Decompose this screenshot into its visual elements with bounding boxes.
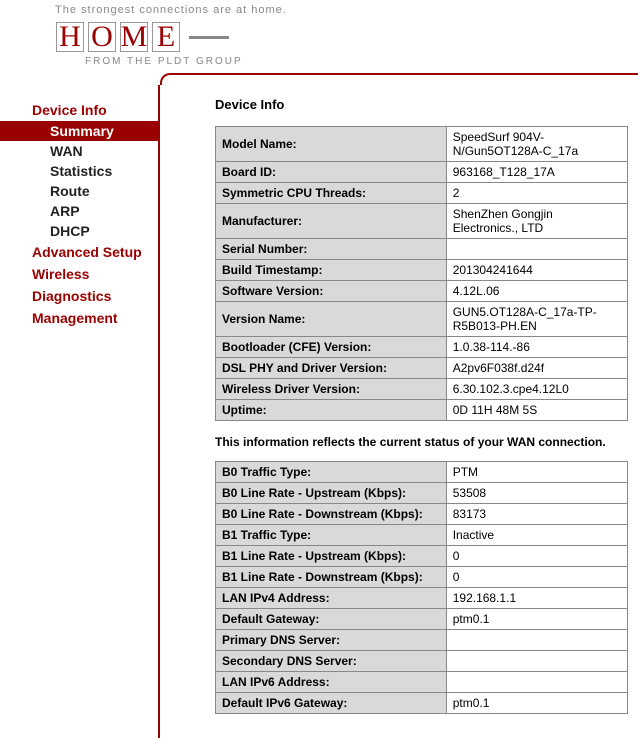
row-value: ptm0.1 (446, 693, 627, 714)
table-row: Build Timestamp:201304241644 (216, 260, 628, 281)
table-row: Bootloader (CFE) Version:1.0.38-114.-86 (216, 337, 628, 358)
nav-item[interactable]: Statistics (0, 161, 158, 181)
nav-section[interactable]: Device Info (0, 99, 158, 121)
row-value: 1.0.38-114.-86 (446, 337, 627, 358)
row-label: Version Name: (216, 302, 447, 337)
table-row: B0 Line Rate - Downstream (Kbps):83173 (216, 504, 628, 525)
row-value: 192.168.1.1 (446, 588, 627, 609)
row-value (446, 630, 627, 651)
row-value: 0 (446, 546, 627, 567)
row-value: 201304241644 (446, 260, 627, 281)
row-value: PTM (446, 462, 627, 483)
row-label: LAN IPv6 Address: (216, 672, 447, 693)
row-value: 0 (446, 567, 627, 588)
row-label: Model Name: (216, 127, 447, 162)
nav-item[interactable]: Summary (0, 121, 158, 141)
row-value: 2 (446, 183, 627, 204)
row-label: Default Gateway: (216, 609, 447, 630)
row-label: Build Timestamp: (216, 260, 447, 281)
table-row: Default Gateway:ptm0.1 (216, 609, 628, 630)
row-value (446, 239, 627, 260)
row-value: 6.30.102.3.cpe4.12L0 (446, 379, 627, 400)
row-label: Uptime: (216, 400, 447, 421)
row-label: Software Version: (216, 281, 447, 302)
table-row: LAN IPv6 Address: (216, 672, 628, 693)
device-info-table: Model Name:SpeedSurf 904V-N/Gun5OT128A-C… (215, 126, 628, 421)
logo-letter-m: M (121, 20, 148, 54)
row-value: 53508 (446, 483, 627, 504)
row-label: Symmetric CPU Threads: (216, 183, 447, 204)
row-label: Manufacturer: (216, 204, 447, 239)
logo-bar-right (189, 36, 229, 39)
nav-section[interactable]: Management (0, 307, 158, 329)
nav-section[interactable]: Wireless (0, 263, 158, 285)
nav-item[interactable]: ARP (0, 201, 158, 221)
row-label: Primary DNS Server: (216, 630, 447, 651)
table-row: B1 Traffic Type:Inactive (216, 525, 628, 546)
row-value: 963168_T128_17A (446, 162, 627, 183)
row-label: B0 Line Rate - Downstream (Kbps): (216, 504, 447, 525)
wan-info-table: B0 Traffic Type:PTMB0 Line Rate - Upstre… (215, 461, 628, 714)
nav-item[interactable]: DHCP (0, 221, 158, 241)
row-value: ShenZhen Gongjin Electronics., LTD (446, 204, 627, 239)
row-label: DSL PHY and Driver Version: (216, 358, 447, 379)
table-row: Version Name:GUN5.OT128A-C_17a-TP-R5B013… (216, 302, 628, 337)
row-label: LAN IPv4 Address: (216, 588, 447, 609)
row-label: Secondary DNS Server: (216, 651, 447, 672)
row-value (446, 651, 627, 672)
table-row: DSL PHY and Driver Version:A2pv6F038f.d2… (216, 358, 628, 379)
logo-letter-o: O (91, 20, 113, 54)
row-label: B1 Line Rate - Upstream (Kbps): (216, 546, 447, 567)
nav-section[interactable]: Diagnostics (0, 285, 158, 307)
table-row: Wireless Driver Version:6.30.102.3.cpe4.… (216, 379, 628, 400)
row-label: B1 Line Rate - Downstream (Kbps): (216, 567, 447, 588)
table-row: Primary DNS Server: (216, 630, 628, 651)
logo-letter-e: E (157, 20, 175, 54)
table-row: B1 Line Rate - Upstream (Kbps):0 (216, 546, 628, 567)
header-subtitle: FROM THE PLDT GROUP (0, 54, 638, 73)
row-label: B1 Traffic Type: (216, 525, 447, 546)
nav-item[interactable]: Route (0, 181, 158, 201)
row-value: GUN5.OT128A-C_17a-TP-R5B013-PH.EN (446, 302, 627, 337)
row-label: B0 Line Rate - Upstream (Kbps): (216, 483, 447, 504)
nav-item[interactable]: WAN (0, 141, 158, 161)
row-value: SpeedSurf 904V-N/Gun5OT128A-C_17a (446, 127, 627, 162)
wan-status-note: This information reflects the current st… (215, 435, 628, 449)
page-title: Device Info (215, 97, 628, 112)
table-row: B1 Line Rate - Downstream (Kbps):0 (216, 567, 628, 588)
row-value: 0D 11H 48M 5S (446, 400, 627, 421)
logo: H O M E (0, 16, 638, 54)
row-value: ptm0.1 (446, 609, 627, 630)
table-row: Model Name:SpeedSurf 904V-N/Gun5OT128A-C… (216, 127, 628, 162)
table-row: Uptime:0D 11H 48M 5S (216, 400, 628, 421)
row-label: B0 Traffic Type: (216, 462, 447, 483)
table-row: Board ID:963168_T128_17A (216, 162, 628, 183)
row-label: Serial Number: (216, 239, 447, 260)
row-label: Bootloader (CFE) Version: (216, 337, 447, 358)
row-value: 4.12L.06 (446, 281, 627, 302)
header-tagline: The strongest connections are at home. (0, 0, 638, 16)
sidebar: Device InfoSummaryWANStatisticsRouteARPD… (0, 85, 160, 738)
table-row: Serial Number: (216, 239, 628, 260)
table-row: LAN IPv4 Address:192.168.1.1 (216, 588, 628, 609)
table-row: Default IPv6 Gateway:ptm0.1 (216, 693, 628, 714)
row-value (446, 672, 627, 693)
table-row: Symmetric CPU Threads:2 (216, 183, 628, 204)
row-label: Board ID: (216, 162, 447, 183)
row-value: Inactive (446, 525, 627, 546)
content-area: Device Info Model Name:SpeedSurf 904V-N/… (160, 85, 638, 738)
table-row: B0 Traffic Type:PTM (216, 462, 628, 483)
table-row: Manufacturer:ShenZhen Gongjin Electronic… (216, 204, 628, 239)
table-row: Software Version:4.12L.06 (216, 281, 628, 302)
row-label: Wireless Driver Version: (216, 379, 447, 400)
nav-section[interactable]: Advanced Setup (0, 241, 158, 263)
logo-letter-h: H (59, 20, 81, 54)
table-row: B0 Line Rate - Upstream (Kbps):53508 (216, 483, 628, 504)
table-row: Secondary DNS Server: (216, 651, 628, 672)
content-divider (160, 73, 638, 85)
row-value: A2pv6F038f.d24f (446, 358, 627, 379)
row-label: Default IPv6 Gateway: (216, 693, 447, 714)
row-value: 83173 (446, 504, 627, 525)
